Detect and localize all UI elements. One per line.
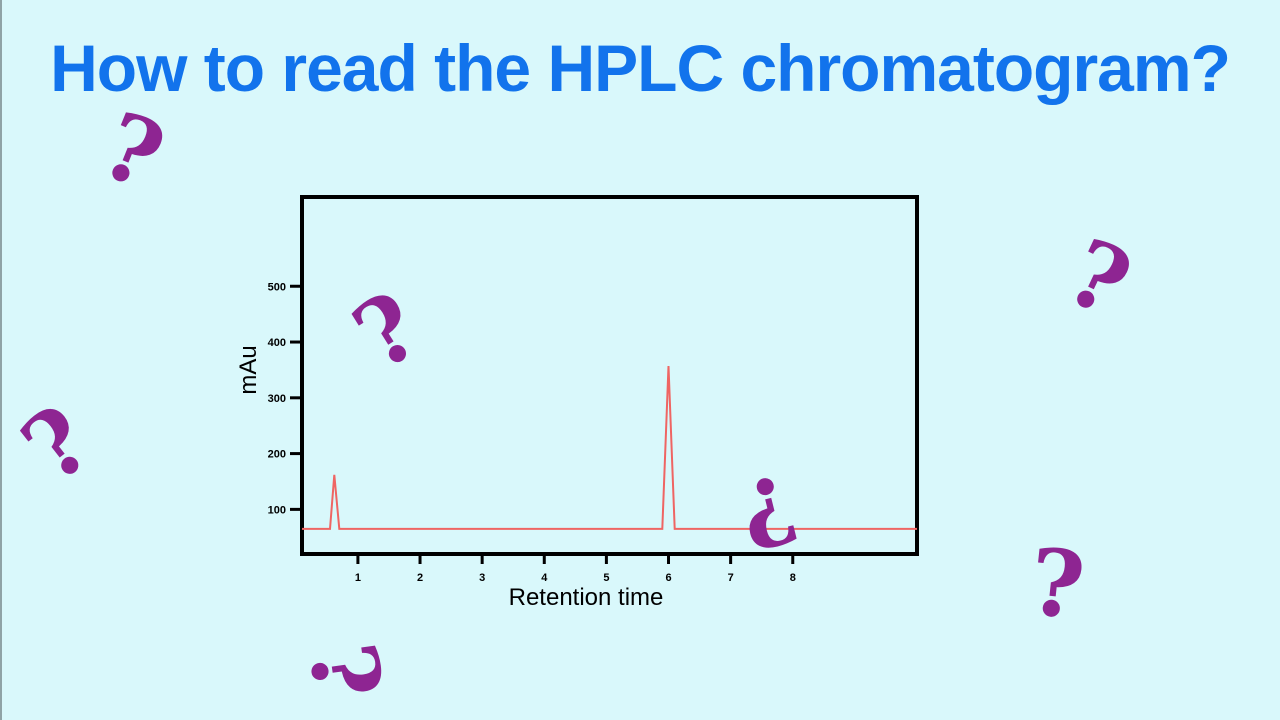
page-title: How to read the HPLC chromatogram? [50,31,1231,105]
y-tick-label: 200 [268,449,286,461]
plot-frame [300,195,919,556]
question-mark-icon: ? [1024,527,1090,641]
y-tick-label: 400 [268,337,286,349]
x-tick-label: 7 [728,572,734,584]
y-tick-label: 300 [268,393,286,405]
x-tick-label: 8 [790,572,796,584]
x-tick-label: 6 [665,572,671,584]
chromatogram-trace [302,365,917,530]
x-axis-ticks: 1 2 3 4 5 6 7 8 [355,554,796,584]
y-axis-label: mAu [235,345,262,394]
left-edge-line [0,0,2,720]
x-tick-label: 4 [541,572,548,584]
x-tick-label: 1 [355,572,361,584]
x-tick-label: 3 [479,572,485,584]
y-tick-label: 100 [268,504,286,516]
x-tick-label: 5 [603,572,609,584]
x-axis-label: Retention time [509,584,664,611]
y-tick-label: 500 [268,281,286,293]
y-axis-ticks: 100 200 300 400 500 [268,281,302,516]
x-tick-label: 2 [417,572,423,584]
